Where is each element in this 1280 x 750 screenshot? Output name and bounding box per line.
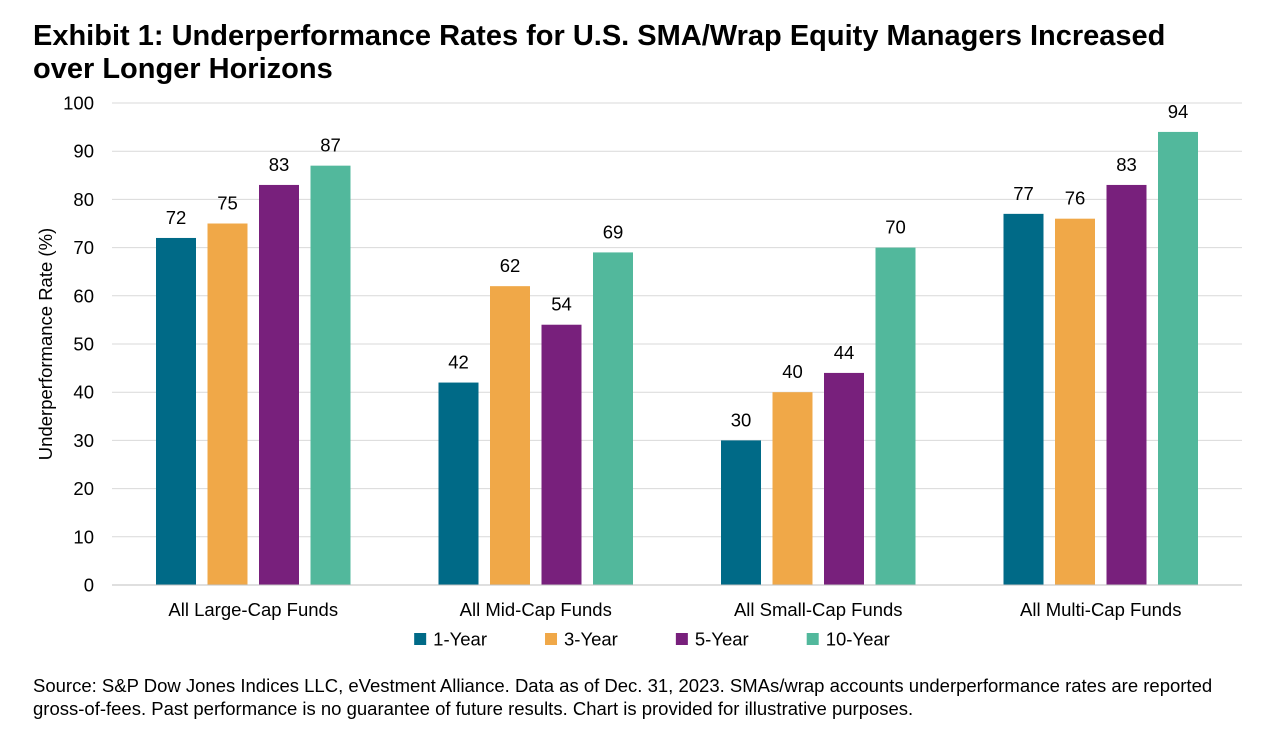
bar-10-year-0 [310,165,351,585]
source-note: Source: S&P Dow Jones Indices LLC, eVest… [33,675,1213,719]
x-tick-label: All Multi-Cap Funds [1020,599,1181,620]
legend-swatch-10-year [806,633,819,645]
y-tick-label: 0 [84,575,94,596]
data-label: 44 [834,342,855,363]
data-label: 30 [731,409,752,430]
x-tick-label: All Mid-Cap Funds [460,599,612,620]
y-tick-label: 30 [73,430,94,451]
y-tick-label: 50 [73,334,94,355]
y-tick-label: 40 [73,382,94,403]
data-label: 72 [166,207,187,228]
y-axis-title: Underperformance Rate (%) [35,228,56,460]
bar-1-year-0 [156,237,196,585]
x-tick-label: All Large-Cap Funds [168,599,338,620]
bar-10-year-2 [875,247,916,585]
y-tick-label: 70 [73,237,94,258]
data-label: 54 [551,294,572,315]
axes: 0 10 20 30 40 50 60 70 80 90 100 Underperformance R… [35,93,1242,620]
x-tick-label: All Small-Cap Funds [734,599,903,620]
data-label: 76 [1065,188,1086,209]
bar-1-year-3 [1003,213,1044,586]
y-tick-label: 10 [73,526,94,547]
legend-label: 5-Year [695,629,749,650]
gridlines [112,102,1242,538]
bar-5-year-0 [259,184,299,585]
legend-label: 3-Year [564,629,618,650]
data-label: 75 [217,193,238,214]
legend-label: 1-Year [433,629,487,650]
data-label: 70 [885,217,906,238]
y-tick-label: 100 [63,93,94,114]
legend-swatch-1-year [414,633,427,645]
bar-3-year-3 [1055,218,1095,585]
bar-3-year-1 [490,286,530,585]
bar-1-year-1 [438,382,479,585]
legend-label: 10-Year [826,629,890,650]
y-tick-label: 90 [73,141,94,162]
bar-10-year-1 [593,252,633,586]
data-label: 40 [782,361,803,382]
chart-title: Exhibit 1: Underperformance Rates for U.… [33,20,1166,85]
legend-swatch-3-year [545,633,558,645]
bar-5-year-3 [1106,184,1147,585]
y-tick-label: 60 [73,285,94,306]
y-tick-label: 80 [73,189,94,210]
data-label: 42 [448,352,469,373]
data-label: 77 [1013,183,1034,204]
bar-5-year-2 [824,372,864,585]
data-label: 69 [603,221,624,242]
bars [156,131,1198,586]
data-label: 83 [269,154,290,175]
bar-5-year-1 [541,324,582,585]
legend: 1-Year 3-Year 5-Year 10-Year [414,629,890,650]
data-label: 87 [320,135,341,156]
y-tick-label: 20 [73,478,94,499]
data-label: 83 [1116,154,1137,175]
bar-1-year-2 [721,440,761,585]
bar-3-year-2 [772,392,813,585]
data-label: 94 [1168,101,1189,122]
bar-3-year-0 [207,223,248,585]
legend-swatch-5-year [675,633,688,645]
bar-10-year-3 [1158,131,1198,586]
data-label: 62 [500,255,521,276]
data-labels: 72 75 83 87 42 62 54 69 30 40 44 70 77 76 83 94 [166,101,1189,430]
